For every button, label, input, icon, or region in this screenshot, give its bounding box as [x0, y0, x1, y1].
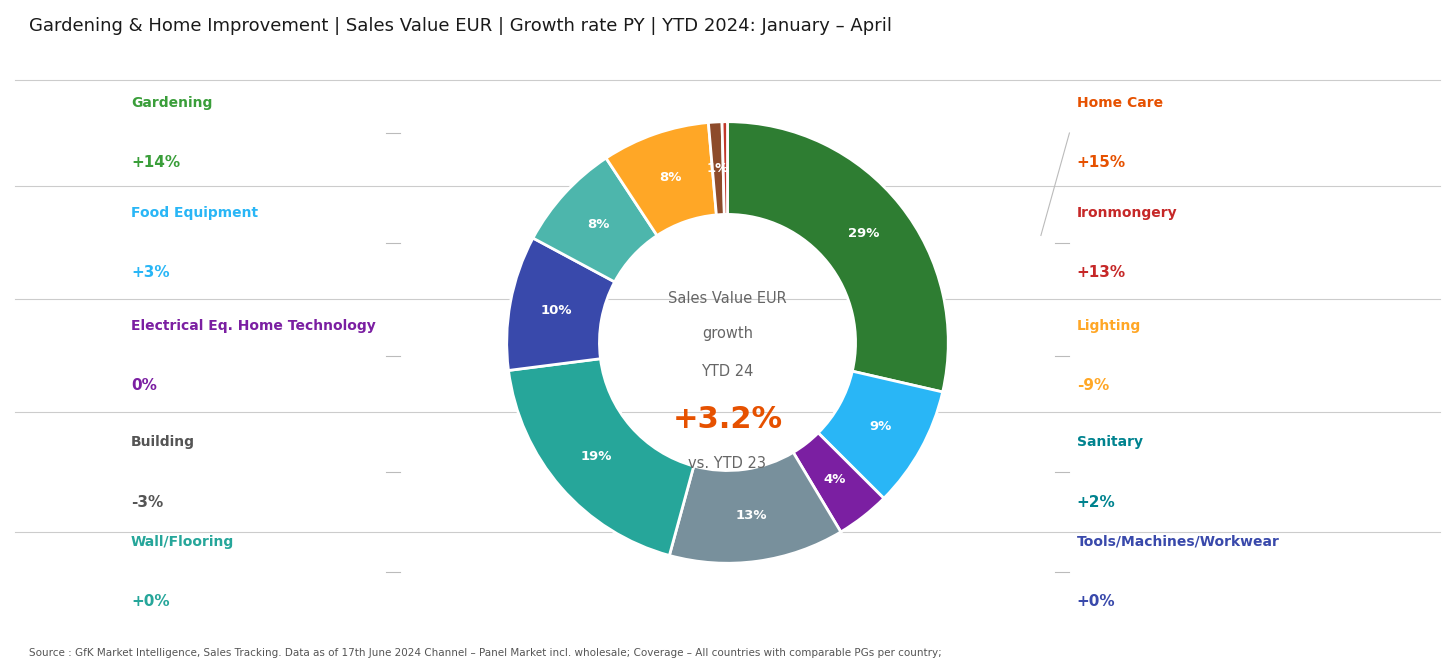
Text: 10%: 10% — [540, 305, 572, 317]
Text: Food Equipment: Food Equipment — [131, 205, 258, 220]
Text: YTD 24: YTD 24 — [701, 364, 754, 378]
Wedge shape — [728, 122, 949, 392]
Wedge shape — [709, 122, 725, 215]
Text: +0%: +0% — [1077, 595, 1116, 609]
Wedge shape — [533, 158, 658, 282]
Text: Source : GfK Market Intelligence, Sales Tracking. Data as of 17th June 2024 Chan: Source : GfK Market Intelligence, Sales … — [29, 648, 941, 658]
Text: +13%: +13% — [1077, 265, 1126, 280]
Text: +3.2%: +3.2% — [672, 405, 783, 434]
Text: Tools/Machines/Workwear: Tools/Machines/Workwear — [1077, 535, 1279, 549]
Text: 13%: 13% — [735, 509, 767, 522]
Text: Electrical Eq. Home Technology: Electrical Eq. Home Technology — [131, 319, 375, 333]
Text: vs. YTD 23: vs. YTD 23 — [688, 456, 767, 471]
Text: 4%: 4% — [824, 473, 845, 486]
Text: -9%: -9% — [1077, 378, 1109, 393]
Text: 1%: 1% — [707, 162, 729, 175]
Text: 19%: 19% — [581, 450, 611, 464]
Text: 9%: 9% — [869, 420, 892, 434]
Text: 29%: 29% — [848, 227, 880, 240]
Text: 0%: 0% — [131, 378, 157, 393]
Text: Home Care: Home Care — [1077, 96, 1163, 110]
Wedge shape — [506, 238, 614, 370]
Text: Ironmongery: Ironmongery — [1077, 205, 1177, 220]
Text: Building: Building — [131, 435, 195, 450]
Text: Lighting: Lighting — [1077, 319, 1141, 333]
Text: Sales Value EUR: Sales Value EUR — [668, 291, 787, 306]
Text: +14%: +14% — [131, 156, 180, 170]
Text: Gardening: Gardening — [131, 96, 212, 110]
Text: -3%: -3% — [131, 495, 163, 509]
Text: Sanitary: Sanitary — [1077, 435, 1142, 450]
Wedge shape — [818, 371, 943, 498]
Wedge shape — [722, 122, 728, 214]
Text: +2%: +2% — [1077, 495, 1116, 509]
Text: 8%: 8% — [659, 171, 681, 184]
Text: 8%: 8% — [588, 218, 610, 231]
Text: growth: growth — [701, 326, 754, 341]
Wedge shape — [793, 433, 883, 532]
Wedge shape — [669, 452, 841, 563]
Text: +0%: +0% — [131, 595, 170, 609]
Text: +3%: +3% — [131, 265, 170, 280]
Wedge shape — [607, 122, 716, 235]
Wedge shape — [508, 358, 694, 555]
Text: Wall/Flooring: Wall/Flooring — [131, 535, 234, 549]
Text: Gardening & Home Improvement | Sales Value EUR | Growth rate PY | YTD 2024: Janu: Gardening & Home Improvement | Sales Val… — [29, 17, 892, 35]
Text: +15%: +15% — [1077, 156, 1126, 170]
